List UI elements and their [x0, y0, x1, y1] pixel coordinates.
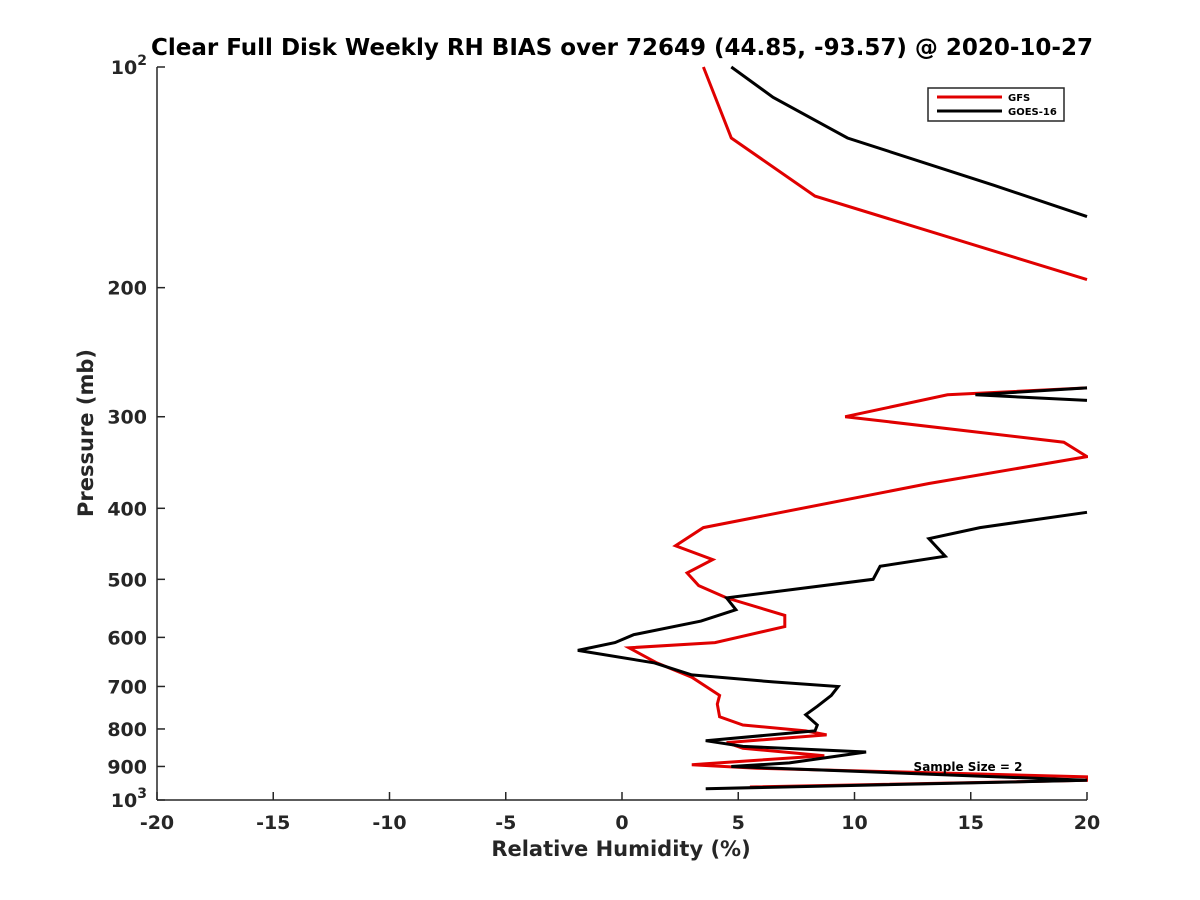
x-tick-label: 10 — [841, 812, 867, 834]
sample-size-annotation: Sample Size = 2 — [914, 760, 1023, 774]
series-goes-16 — [577, 65, 1088, 791]
x-tick-label: 15 — [958, 812, 984, 834]
x-tick-label: -20 — [140, 812, 174, 834]
series-line-gfs — [702, 66, 1088, 282]
y-tick-label: 400 — [107, 498, 147, 520]
y-tick-label: 103 — [111, 786, 147, 812]
x-axis-ticks: -20 -15 -10 -5 0 5 10 15 20 — [140, 792, 1100, 834]
x-tick-label: 20 — [1074, 812, 1100, 834]
plot-area — [156, 67, 1087, 801]
legend-label: GOES-16 — [1008, 107, 1057, 118]
y-tick-label: 500 — [107, 569, 147, 591]
y-tick-label: 200 — [107, 278, 147, 300]
y-axis-label: Pressure (mb) — [74, 349, 98, 517]
series-line-goes-16 — [730, 65, 1088, 219]
y-tick-label: 102 — [111, 53, 147, 79]
series-line-goes-16 — [577, 510, 1088, 791]
legend-label: GFS — [1008, 93, 1030, 104]
y-tick-label: 300 — [107, 407, 147, 429]
series-line-gfs — [623, 386, 1088, 789]
series-line-goes-16 — [975, 386, 1088, 402]
x-tick-label: -15 — [256, 812, 290, 834]
x-tick-label: -10 — [372, 812, 406, 834]
legend-box — [927, 87, 1065, 122]
y-tick-label: 800 — [107, 719, 147, 741]
y-tick-label: 900 — [107, 756, 147, 778]
series-gfs — [623, 66, 1088, 789]
chart-title: Clear Full Disk Weekly RH BIAS over 7264… — [151, 35, 1093, 61]
y-tick-label: 700 — [107, 676, 147, 698]
legend: GFS GOES-16 — [927, 87, 1065, 122]
x-axis-label: Relative Humidity (%) — [491, 837, 750, 861]
x-tick-label: -5 — [495, 812, 516, 834]
y-axis-ticks: 102 200 300 400 500 600 700 800 900 103 — [107, 53, 165, 812]
y-tick-label: 600 — [107, 627, 147, 649]
x-tick-label: 0 — [615, 812, 628, 834]
series-layer — [577, 65, 1088, 791]
x-tick-label: 5 — [732, 812, 745, 834]
